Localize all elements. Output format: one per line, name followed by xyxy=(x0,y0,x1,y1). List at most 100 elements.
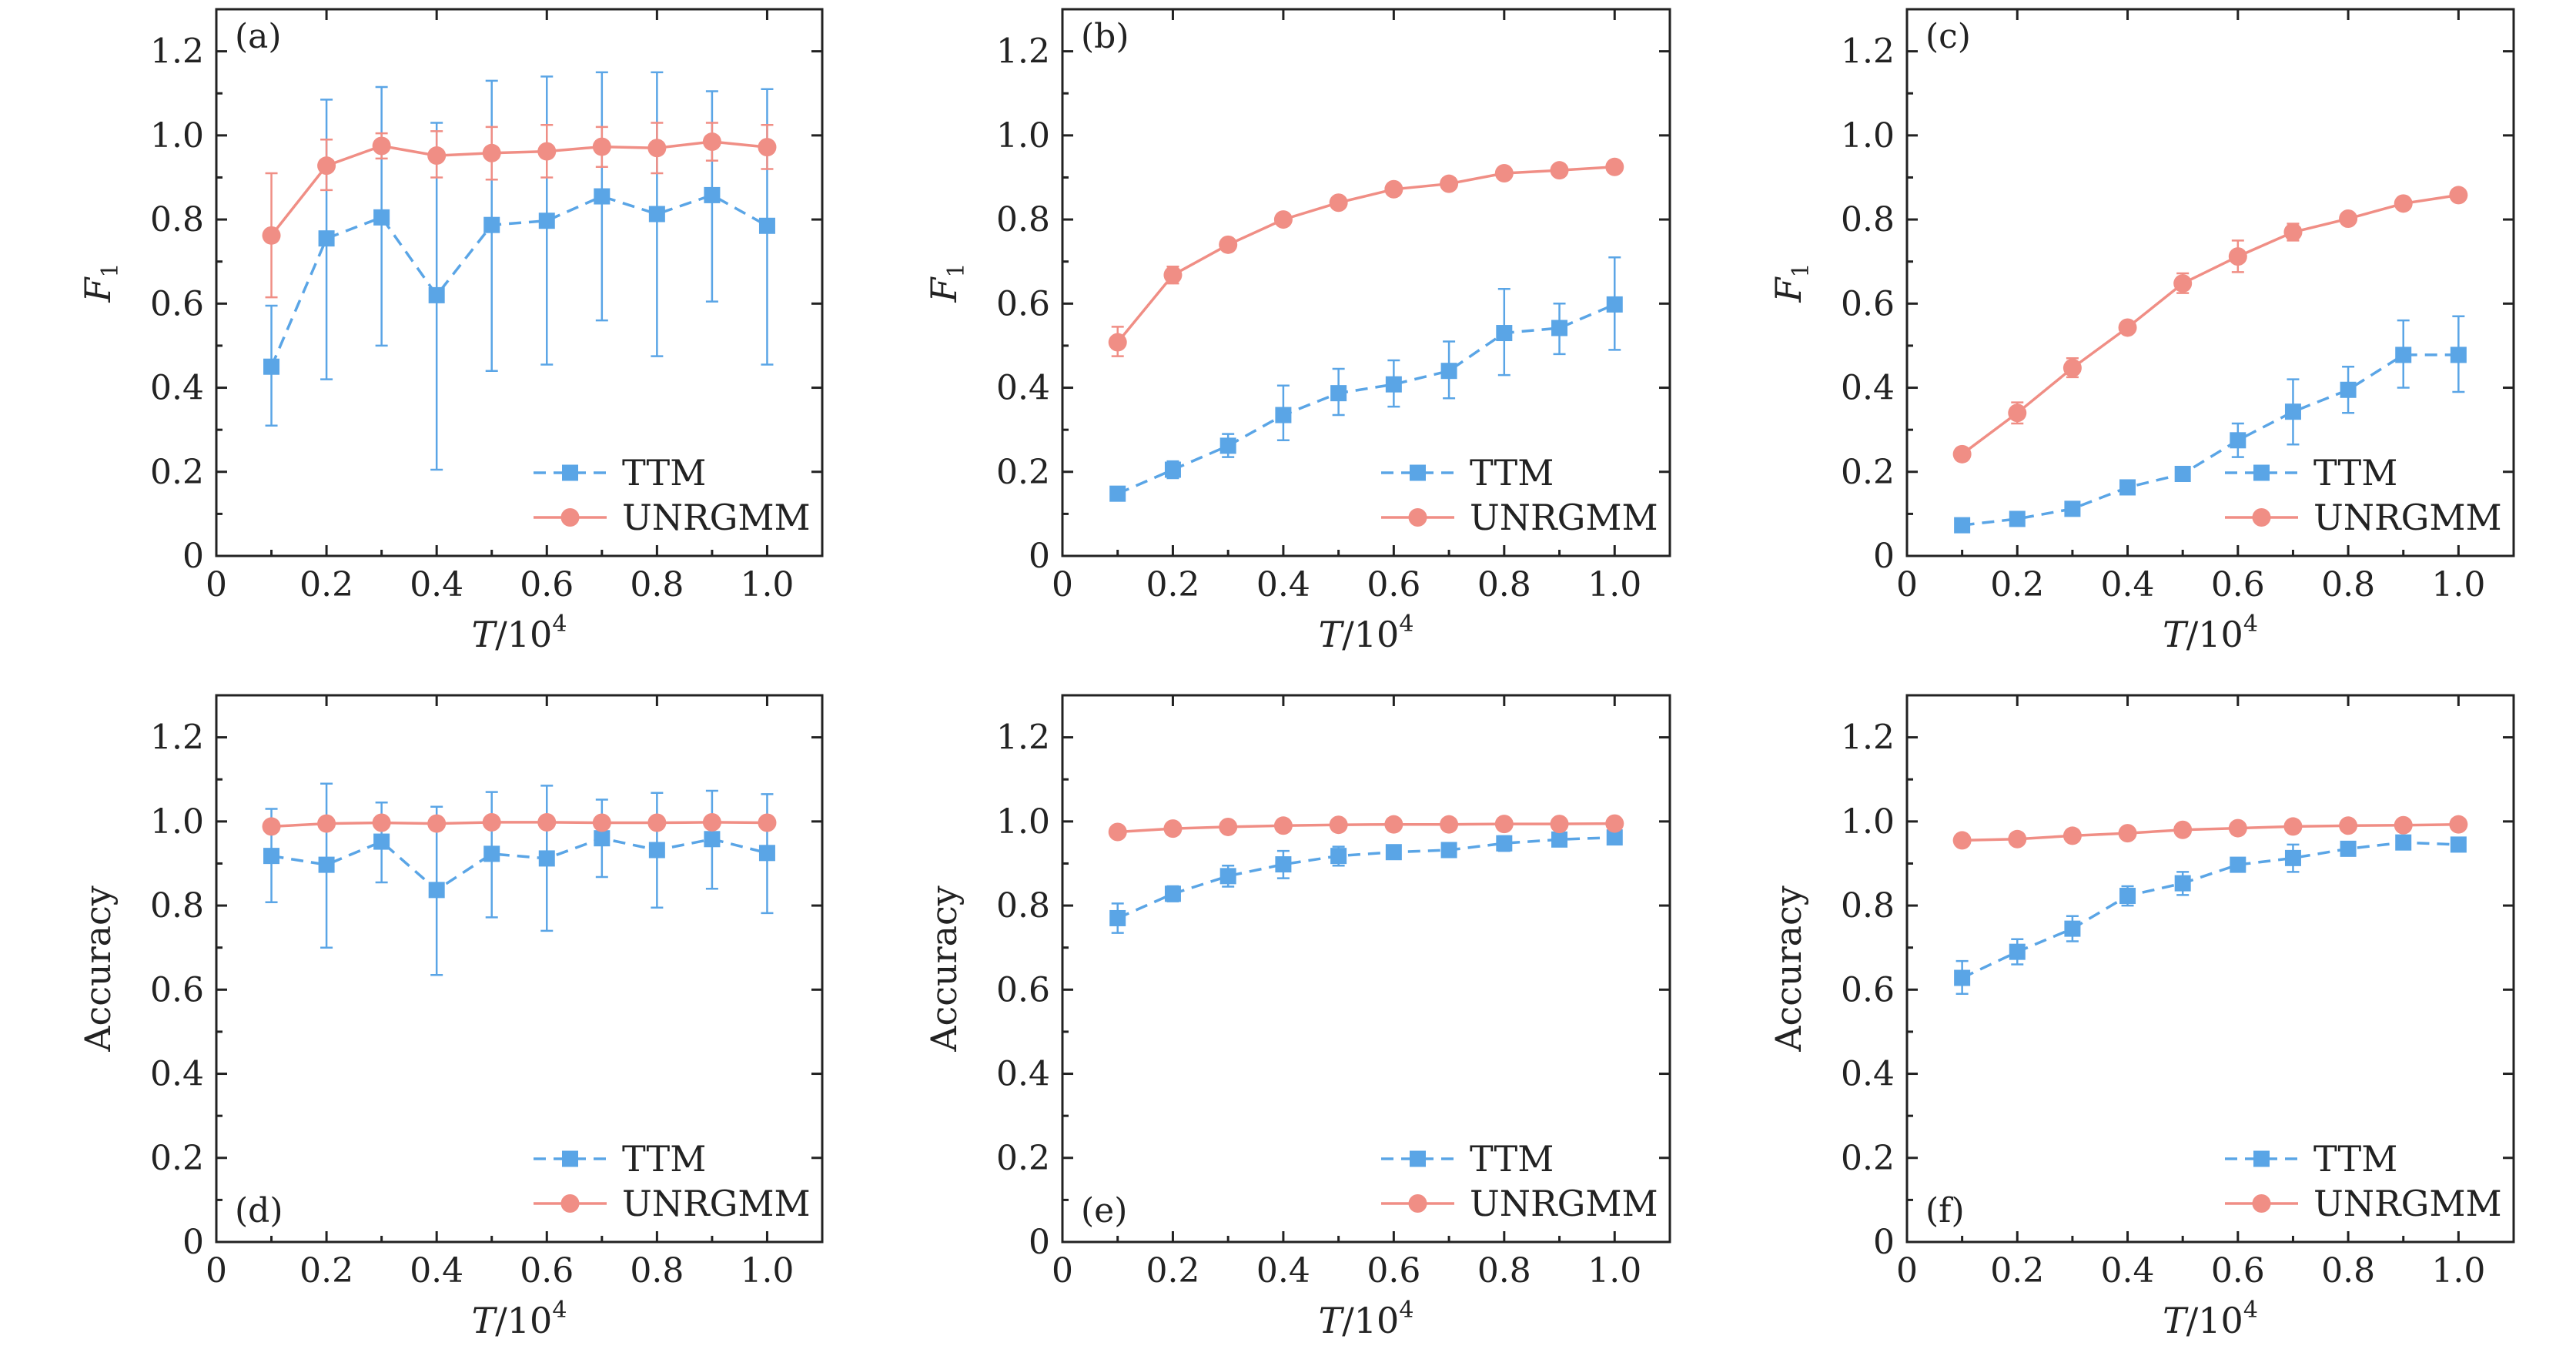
data-point xyxy=(2450,346,2467,363)
data-point xyxy=(538,213,555,229)
x-tick-label: 0.4 xyxy=(410,565,463,604)
x-tick-label: 0.8 xyxy=(630,565,684,604)
series-line xyxy=(1116,835,1615,920)
x-tick-label: 0 xyxy=(1052,1251,1073,1290)
data-point xyxy=(1494,164,1514,182)
y-tick-label: 0.6 xyxy=(1841,970,1895,1009)
x-tick-label: 0.2 xyxy=(1990,1251,2044,1290)
plot-frame xyxy=(215,694,824,1244)
data-point xyxy=(537,142,557,161)
x-axis-title-unit: /10 xyxy=(495,614,552,655)
series-line xyxy=(270,140,768,236)
data-point xyxy=(482,812,501,832)
series-line xyxy=(1117,303,1615,495)
x-tick-label: 0.8 xyxy=(2321,1251,2375,1290)
y-tick-label: 1.2 xyxy=(1841,718,1895,758)
x-axis-title-unit: /10 xyxy=(1342,614,1399,655)
legend-marker-unrgmm xyxy=(1408,508,1427,527)
data-point xyxy=(318,856,335,873)
series-unrgmm xyxy=(1108,814,1624,842)
data-point xyxy=(482,143,501,162)
data-point xyxy=(592,813,611,832)
chart-panel-d: 0 0.2 0.4 0.6 0.8 1.0 0 0.2 0.4 0.6 0.8 1.0 1.2 T/104… xyxy=(77,694,824,1341)
x-axis-title: T/104 xyxy=(2163,1297,2258,1341)
x-axis-title: T/104 xyxy=(472,1297,567,1341)
data-point xyxy=(647,139,667,158)
y-tick-label: 1.0 xyxy=(996,802,1050,842)
data-point xyxy=(1219,817,1238,836)
series-ttm xyxy=(263,71,775,471)
y-axis-title-sub: 1 xyxy=(1788,263,1815,277)
data-point xyxy=(2064,500,2081,517)
y-tick-label: 1.2 xyxy=(996,32,1050,72)
y-tick-label: 0.8 xyxy=(150,200,204,239)
y-axis-title: F1 xyxy=(923,263,970,303)
data-point xyxy=(483,845,500,862)
data-point xyxy=(1273,210,1293,229)
legend-marker-unrgmm xyxy=(2252,508,2271,527)
data-point xyxy=(2339,209,2358,228)
x-tick-label: 1.0 xyxy=(2431,1251,2485,1290)
data-point xyxy=(1606,829,1623,846)
data-point xyxy=(2339,816,2358,835)
x-tick-label: 0.6 xyxy=(1367,565,1420,604)
chart-panel-a: 0 0.2 0.4 0.6 0.8 1.0 0 0.2 0.4 0.6 0.8 1.0 1.2 T/104… xyxy=(77,8,824,655)
data-point xyxy=(1109,909,1126,926)
legend-marker-unrgmm xyxy=(1408,1194,1427,1213)
y-tick-label: 0.2 xyxy=(150,1139,204,1178)
y-tick-label: 0 xyxy=(1029,1223,1050,1262)
x-tick-label: 0.6 xyxy=(2211,1251,2265,1290)
x-axis-title-var: T xyxy=(1319,1300,1345,1341)
y-tick-label: 0.8 xyxy=(150,886,204,926)
data-point xyxy=(2449,815,2468,834)
x-tick-label: 1.0 xyxy=(1587,1251,1641,1290)
data-point xyxy=(2174,466,2191,482)
series-line xyxy=(271,821,768,828)
data-point xyxy=(1385,844,1402,861)
x-tick-label: 0.4 xyxy=(1256,565,1310,604)
data-point xyxy=(262,817,281,836)
series-ttm xyxy=(1109,829,1623,934)
legend-label-ttm: TTM xyxy=(1470,452,1554,494)
legend-marker-ttm xyxy=(1410,1150,1426,1167)
data-point xyxy=(758,138,777,157)
data-point xyxy=(1605,814,1624,833)
x-tick-label: 0.2 xyxy=(299,565,353,604)
data-point xyxy=(1550,161,1569,180)
plot-frame xyxy=(215,8,824,557)
chart-panel-c: 0 0.2 0.4 0.6 0.8 1.0 0 0.2 0.4 0.6 0.8 1.0 1.2 T/104… xyxy=(1768,8,2515,655)
x-tick-label: 1.0 xyxy=(740,1251,794,1290)
data-point xyxy=(373,209,390,226)
legend-label-unrgmm: UNRGMM xyxy=(1470,1183,1658,1224)
data-point xyxy=(704,831,721,848)
data-point xyxy=(2284,403,2301,420)
data-point xyxy=(427,814,447,833)
data-point xyxy=(2119,888,2136,905)
x-tick-label: 0.2 xyxy=(1990,565,2044,604)
x-axis-title-exp: 4 xyxy=(1399,1297,1413,1324)
data-point xyxy=(2119,479,2136,496)
y-axis-title: Accuracy xyxy=(77,885,119,1053)
data-point xyxy=(1440,174,1459,193)
data-point xyxy=(1329,815,1348,835)
plot-frame xyxy=(1061,8,1671,557)
legend-label-unrgmm: UNRGMM xyxy=(622,1183,811,1224)
data-point xyxy=(2062,358,2082,377)
y-tick-label: 1.2 xyxy=(150,32,204,72)
x-axis-title-exp: 4 xyxy=(2243,611,2258,638)
x-tick-label: 0.2 xyxy=(299,1251,353,1290)
data-point xyxy=(263,358,280,375)
y-axis-title-main: F xyxy=(1768,276,1809,303)
data-point xyxy=(648,206,665,223)
legend-label-ttm: TTM xyxy=(2313,1138,2397,1180)
data-point xyxy=(263,848,280,865)
chart-panel-b: 0 0.2 0.4 0.6 0.8 1.0 0 0.2 0.4 0.6 0.8 1.0 1.2 T/104… xyxy=(923,8,1671,655)
data-point xyxy=(1496,325,1513,342)
panel-label: (c) xyxy=(1925,17,1971,56)
y-tick-label: 0.2 xyxy=(996,1139,1050,1178)
legend-marker-ttm xyxy=(562,464,578,481)
series-unrgmm xyxy=(1952,815,2468,850)
x-axis-title-var: T xyxy=(2163,1300,2189,1341)
